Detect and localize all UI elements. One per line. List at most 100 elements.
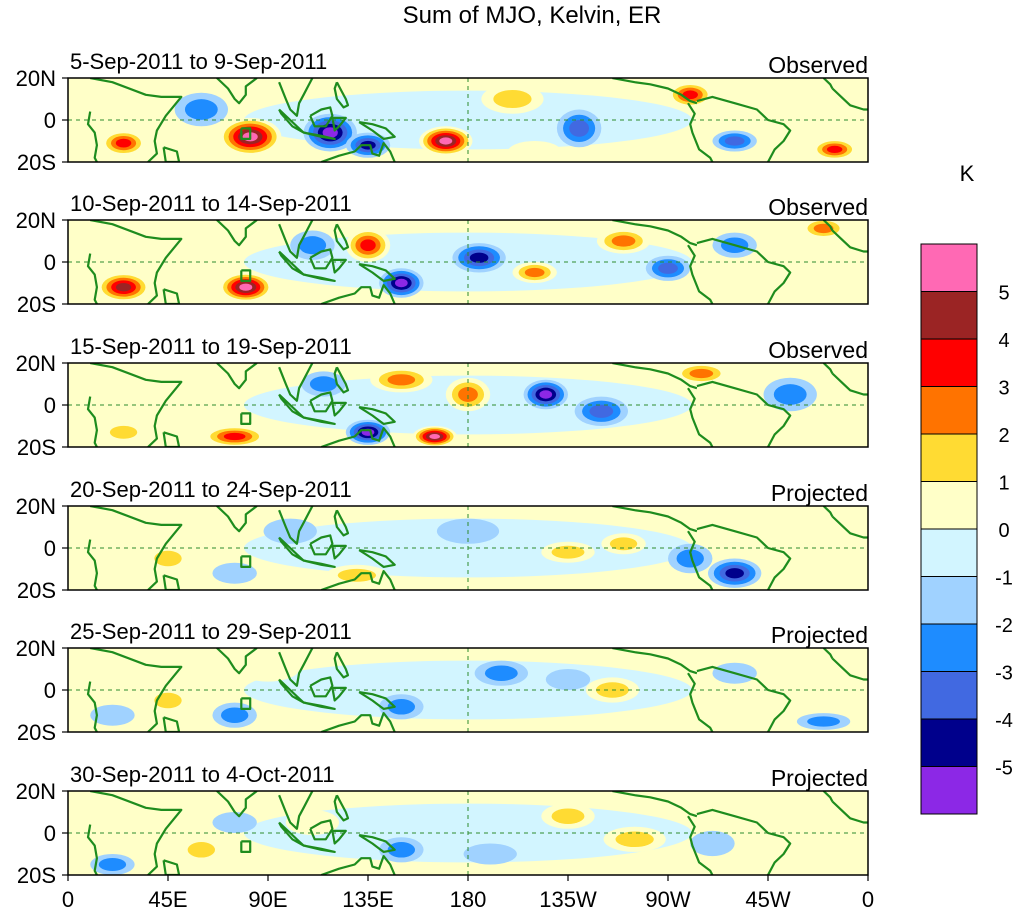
coastline (86, 253, 99, 304)
panel-4: 20N 0 20S 20-Sep-2011 to 24-Sep-2011 Project… (16, 477, 869, 603)
coastline (303, 131, 336, 140)
anomaly-5 (145, 545, 191, 572)
coastline (309, 248, 334, 270)
anomaly-9 (796, 713, 851, 730)
panel-status: Projected (771, 765, 868, 791)
contour-level (184, 99, 218, 120)
coastline (303, 559, 336, 569)
coastline (216, 220, 258, 247)
y-tick-label: 20S (17, 435, 56, 460)
coastline (358, 834, 396, 854)
anomaly-5 (419, 126, 473, 156)
coastline (822, 506, 834, 518)
coastline (333, 509, 350, 537)
anomaly-1 (203, 426, 266, 447)
anomaly-8 (668, 82, 713, 108)
anomaly-2 (219, 272, 273, 302)
contour-level (337, 568, 377, 582)
panel-period: 20-Sep-2011 to 24-Sep-2011 (70, 477, 352, 502)
x-tick-label: 0 (62, 887, 74, 912)
y-tick-label: 0 (44, 250, 56, 275)
anomaly-9 (463, 843, 517, 865)
contour-level (212, 812, 257, 833)
panel-status: Observed (768, 194, 868, 220)
coastline (303, 701, 336, 711)
y-tick-label: 0 (44, 821, 56, 846)
coastline (331, 544, 347, 560)
contour-level (394, 278, 408, 288)
coastline (162, 146, 181, 162)
coastline (89, 506, 183, 590)
anomaly-4 (345, 228, 391, 262)
colorbar-label: 0 (998, 520, 1009, 542)
contour-level (90, 704, 135, 726)
colorbar-unit: K (960, 161, 975, 186)
y-tick-label: 20S (17, 720, 56, 745)
figure-title: Sum of MJO, Kelvin, ER (403, 2, 662, 29)
anomaly-3 (474, 660, 528, 686)
x-tick-label: 135E (342, 887, 393, 912)
colorbar-label: -2 (995, 615, 1013, 637)
contour-level (689, 368, 714, 379)
coastline (162, 859, 181, 875)
anomaly-6 (452, 243, 506, 273)
contour-level (551, 808, 585, 824)
colorbar-swatch (920, 338, 978, 387)
coastline (331, 116, 347, 132)
coastline (822, 363, 834, 375)
contour-level (309, 376, 338, 392)
coastline (320, 427, 396, 447)
coastline (687, 102, 714, 162)
coastline (331, 401, 347, 417)
y-tick-label: 20N (16, 208, 56, 233)
coastline (831, 657, 868, 681)
contour-level (439, 137, 453, 145)
coastline (831, 515, 868, 539)
contour-level (109, 425, 138, 439)
coastline (822, 648, 834, 660)
contour-level (545, 669, 591, 690)
contour-level (263, 518, 317, 544)
contour-level (223, 432, 246, 441)
x-tick-label: 135W (539, 887, 597, 912)
anomaly-3 (541, 541, 595, 563)
anomaly-8 (674, 363, 728, 384)
coastline (309, 676, 334, 698)
coastline (278, 791, 314, 830)
contour-level (524, 267, 545, 278)
panel-2: 20N 0 20S 10-Sep-2011 to 14-Sep-2011 Observe… (16, 191, 869, 317)
panel-field (68, 506, 868, 590)
coastline (320, 284, 396, 304)
coastline (687, 815, 714, 875)
panel-field (68, 791, 868, 875)
coastline (240, 269, 252, 282)
panel-5: 20N 0 20S 25-Sep-2011 to 29-Sep-2011 Project… (16, 619, 869, 745)
contour-level (609, 537, 638, 551)
coastline (358, 263, 396, 282)
coastline (333, 81, 350, 109)
coastline (333, 366, 350, 394)
contour-level (298, 236, 327, 255)
colorbar-label: 1 (998, 473, 1009, 495)
anomaly-10 (90, 704, 135, 726)
anomaly-1 (101, 130, 146, 156)
anomaly-6 (523, 379, 568, 410)
panel-field (68, 220, 868, 304)
panel-field (68, 363, 868, 447)
coastline (333, 651, 350, 679)
contour-level (463, 843, 517, 865)
colorbar-label: -4 (995, 710, 1013, 732)
panel-3: 20N 0 20S 15-Sep-2011 to 19-Sep-2011 Observe… (16, 334, 869, 460)
coastline (89, 220, 183, 304)
panel-period: 10-Sep-2011 to 14-Sep-2011 (70, 191, 352, 216)
panel-field (68, 78, 868, 162)
anomaly-1 (96, 272, 151, 302)
colorbar-label: -5 (995, 758, 1013, 780)
anomaly-1 (379, 837, 424, 863)
coastline (331, 829, 347, 845)
anomaly-9 (712, 130, 757, 152)
panel-status: Observed (768, 52, 868, 78)
coastline (612, 220, 698, 247)
coastline (309, 106, 334, 128)
